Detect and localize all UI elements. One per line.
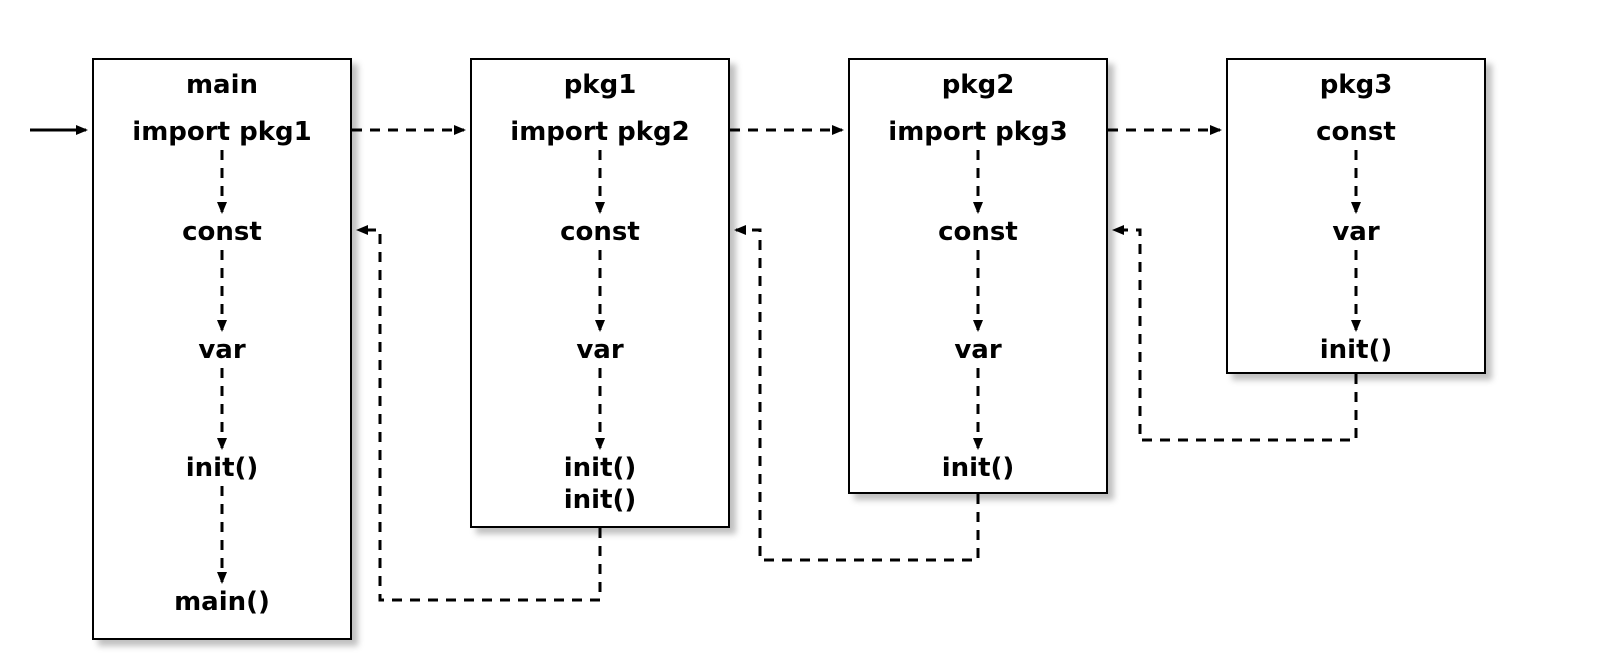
title-pkg1: pkg1 (470, 70, 730, 100)
main-step-import: import pkg1 (92, 117, 352, 147)
main-step-var: var (92, 335, 352, 365)
pkg1-step-import: import pkg2 (470, 117, 730, 147)
main-step-init: init() (92, 453, 352, 483)
pkg2-step-import: import pkg3 (848, 117, 1108, 147)
pkg1-step-init2: init() (470, 485, 730, 515)
title-pkg2: pkg2 (848, 70, 1108, 100)
pkg3-step-const: const (1226, 117, 1486, 147)
title-main: main (92, 70, 352, 100)
main-step-const: const (92, 217, 352, 247)
pkg2-step-var: var (848, 335, 1108, 365)
box-pkg3 (1226, 58, 1486, 374)
main-step-main: main() (92, 587, 352, 617)
pkg2-step-init: init() (848, 453, 1108, 483)
pkg3-step-init: init() (1226, 335, 1486, 365)
pkg1-step-const: const (470, 217, 730, 247)
pkg1-step-init1: init() (470, 453, 730, 483)
pkg1-step-var: var (470, 335, 730, 365)
pkg2-step-const: const (848, 217, 1108, 247)
title-pkg3: pkg3 (1226, 70, 1486, 100)
diagram-canvas: main import pkg1 const var init() main()… (0, 0, 1598, 668)
pkg3-step-var: var (1226, 217, 1486, 247)
